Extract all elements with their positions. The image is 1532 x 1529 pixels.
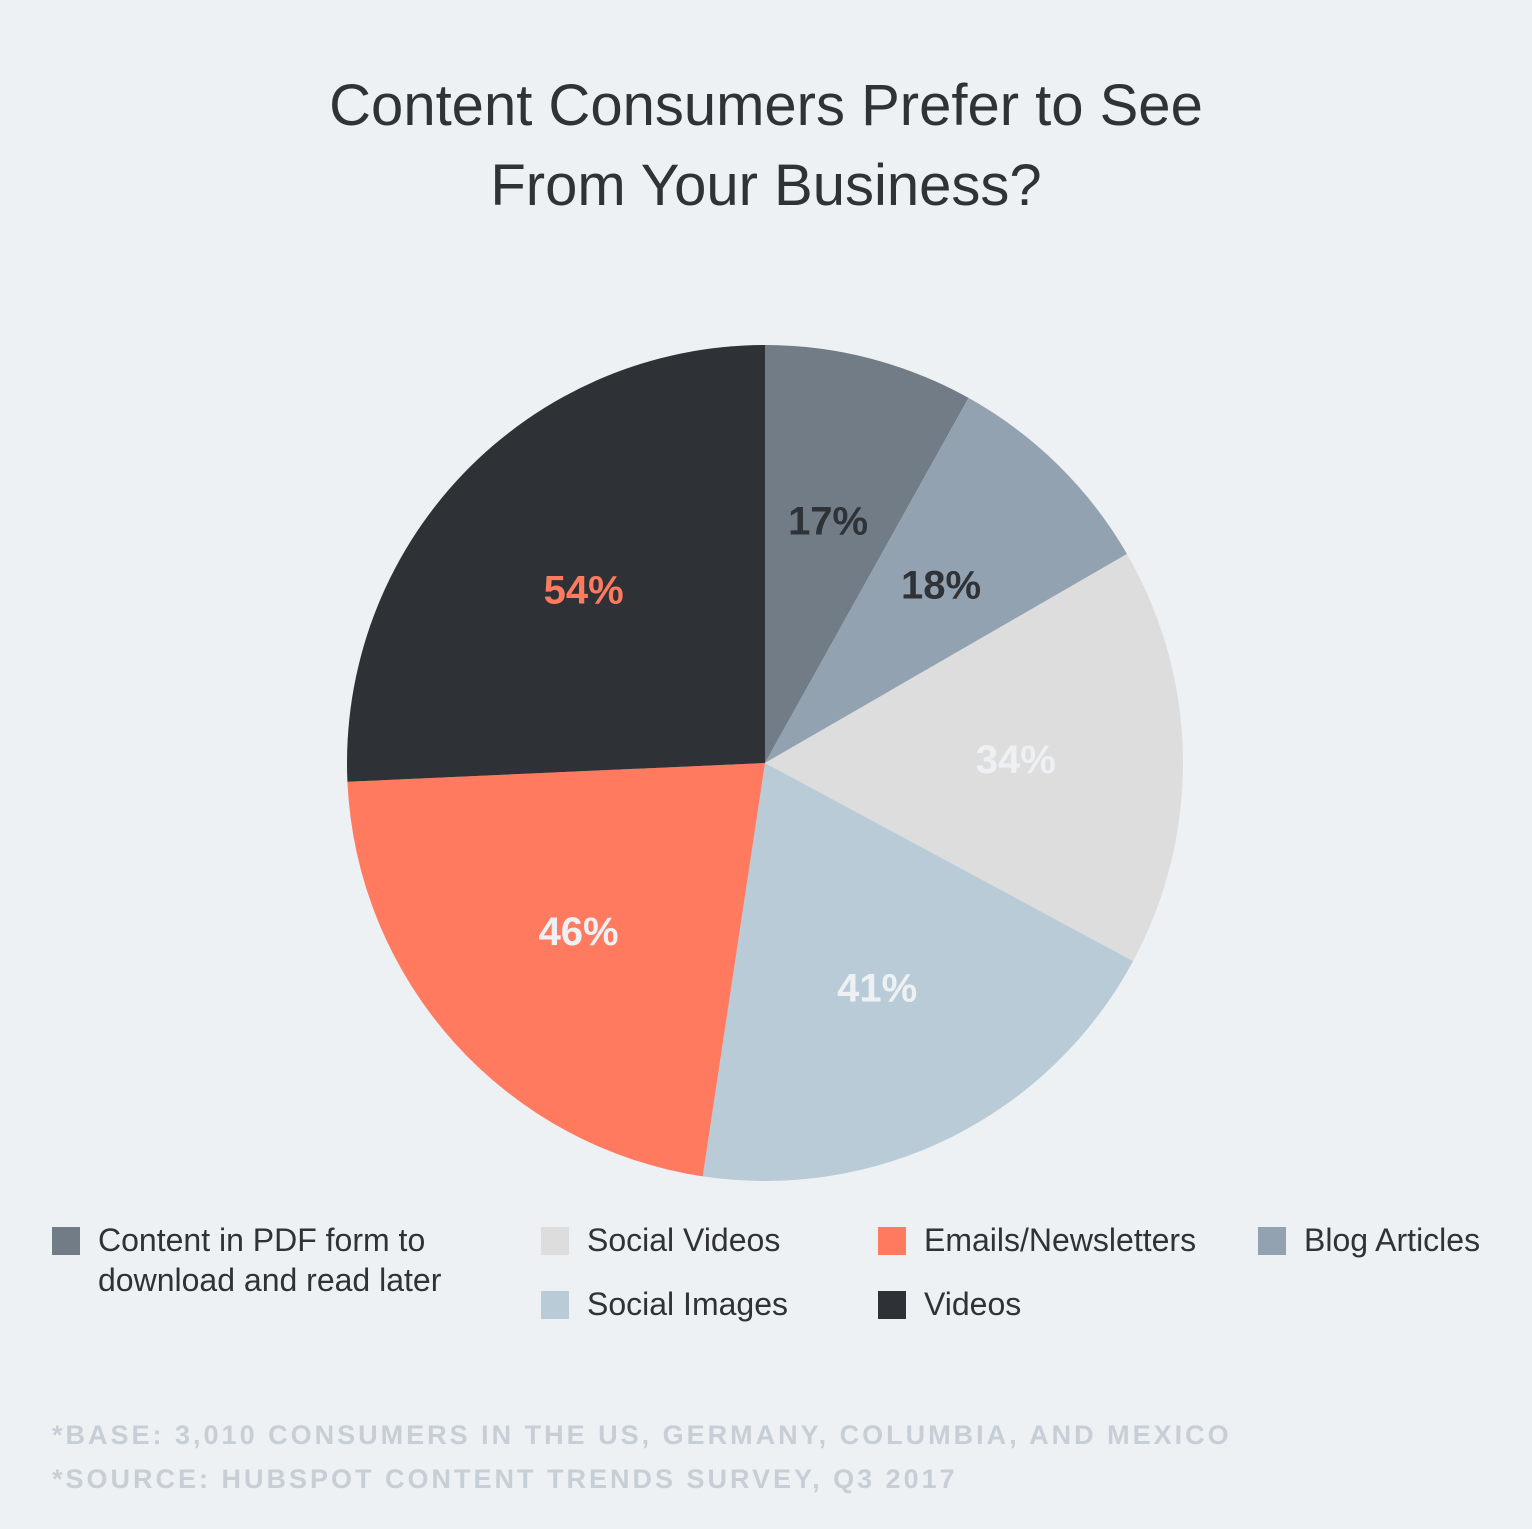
pie-slices: [346, 345, 1184, 1181]
chart-title-line-2: From Your Business?: [490, 153, 1042, 218]
footnote-base: *BASE: 3,010 CONSUMERS IN THE US, GERMAN…: [52, 1420, 1232, 1450]
pie-labels: 17% 18% 34% 41% 46% 54%: [539, 499, 1056, 1010]
pie-slice-emails: [347, 763, 765, 1177]
chart-title: Content Consumers Prefer to See From You…: [0, 66, 1532, 226]
slice-label-emails: 46%: [539, 910, 619, 954]
pie-slice-social-images: [702, 763, 1134, 1181]
slice-label-videos: 54%: [544, 569, 624, 613]
slice-label-pdf: 17%: [788, 499, 868, 543]
pie-slice-videos: [346, 345, 765, 782]
slice-label-social-images: 41%: [837, 966, 917, 1010]
slice-label-social-videos: 34%: [976, 738, 1056, 782]
pie-slice-social-videos: [765, 554, 1184, 962]
chart-title-line-1: Content Consumers Prefer to See: [329, 73, 1203, 138]
pie-slice-pdf: [765, 345, 969, 763]
footnote-source: *SOURCE: HUBSPOT CONTENT TRENDS SURVEY, …: [52, 1464, 958, 1494]
slice-label-blog-articles: 18%: [901, 563, 981, 607]
pie-slice-blog-articles: [765, 397, 1127, 763]
